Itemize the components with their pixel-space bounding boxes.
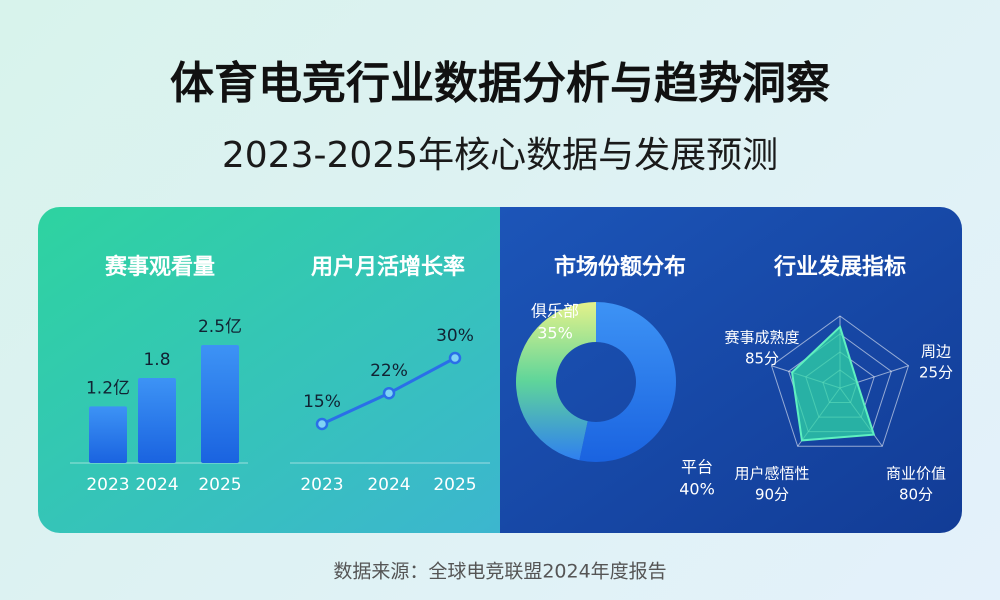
- radar-area: [791, 324, 876, 442]
- subtitle: 2023-2025年核心数据与发展预测: [222, 135, 778, 176]
- slice-value: 40%: [679, 480, 715, 499]
- radar-label: 商业价值: [886, 465, 946, 483]
- x-tick-label: 2023: [86, 475, 129, 495]
- point: [382, 386, 396, 400]
- chart-title: 市场份额分布: [554, 254, 686, 280]
- value-label: 1.8: [143, 350, 170, 370]
- chart-title: 行业发展指标: [773, 254, 906, 280]
- x-tick-label: 2025: [198, 475, 241, 495]
- value-label: 1.2亿: [86, 378, 130, 398]
- point: [448, 351, 462, 365]
- radar-value: 80分: [899, 486, 933, 504]
- value-label: 15%: [303, 392, 341, 412]
- chart-title: 用户月活增长率: [311, 254, 465, 280]
- panel-left: [38, 207, 500, 533]
- radar-value: 90分: [755, 486, 789, 504]
- chart-title: 赛事观看量: [104, 254, 215, 280]
- bar: [138, 378, 176, 463]
- slice: [579, 302, 677, 463]
- radar-value: 85分: [745, 350, 779, 368]
- title: 体育电竞行业数据分析与趋势洞察: [170, 58, 830, 109]
- point: [315, 417, 329, 431]
- x-tick-label: 2024: [367, 475, 410, 495]
- x-tick-label: 2024: [135, 475, 178, 495]
- radar-value: 25分: [919, 364, 953, 382]
- radar-label: 周边: [921, 343, 951, 361]
- radar-label: 用户感悟性: [734, 465, 809, 483]
- x-tick-label: 2025: [433, 475, 476, 495]
- bar: [201, 345, 239, 463]
- panel-right: [500, 207, 962, 533]
- value-label: 22%: [370, 361, 408, 381]
- radar-ring: [770, 315, 910, 447]
- slice: [516, 302, 596, 461]
- slice-label: 俱乐部: [531, 302, 579, 321]
- slice-value: 35%: [537, 324, 573, 343]
- slice-label: 平台: [681, 458, 713, 477]
- value-label: 30%: [436, 326, 474, 346]
- panel: [38, 207, 962, 533]
- radar-label: 赛事成熟度: [724, 329, 799, 347]
- bar: [89, 406, 127, 463]
- x-tick-label: 2023: [300, 475, 343, 495]
- source: 数据来源：全球电竞联盟2024年度报告: [333, 561, 666, 583]
- value-label: 2.5亿: [198, 317, 242, 337]
